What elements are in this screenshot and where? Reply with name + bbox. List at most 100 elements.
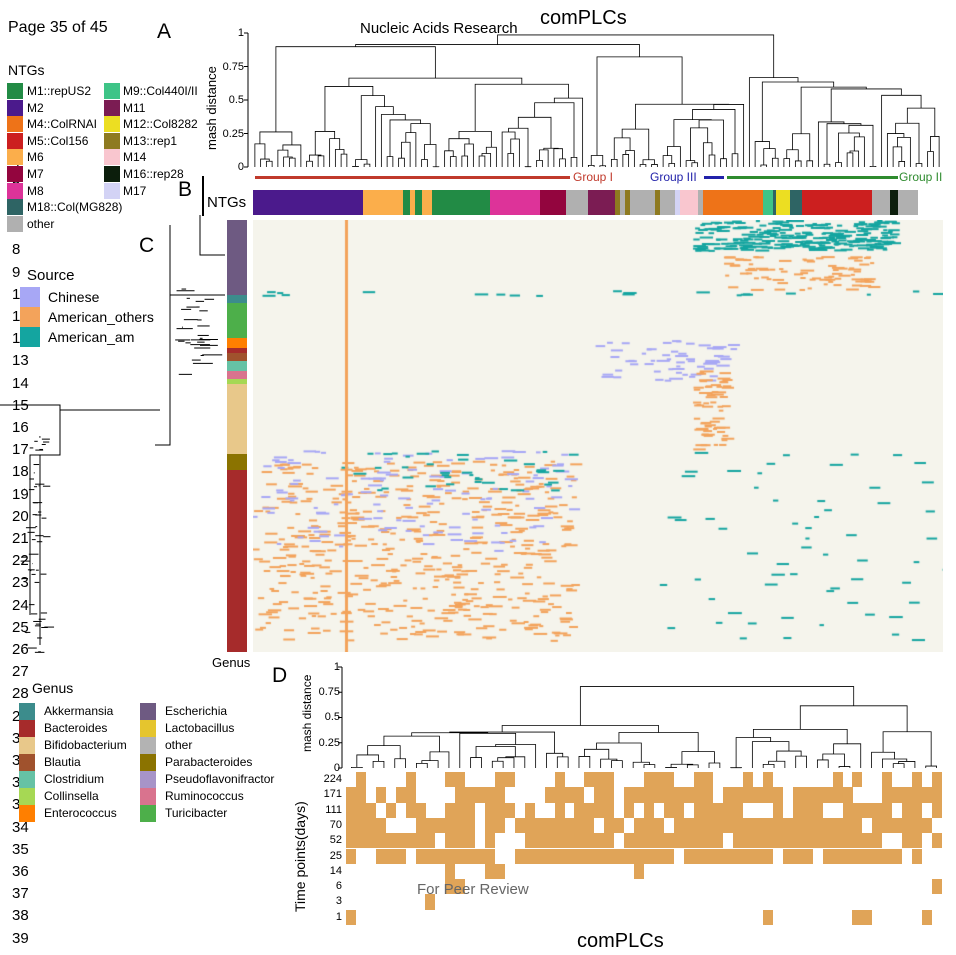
- line-number: 28: [12, 685, 29, 703]
- axis-tick: 0.75: [318, 686, 340, 699]
- timepoint-cell: [792, 787, 803, 803]
- dendrogram-branch: [539, 149, 549, 167]
- timepoint-cell: [494, 863, 505, 880]
- timepoint-cell: [425, 894, 436, 910]
- group-label: Group III: [650, 170, 697, 184]
- timepoint-cell: [633, 833, 644, 849]
- timepoint-cell: [455, 833, 466, 849]
- timepoint-cell: [902, 787, 913, 803]
- timepoint-cell: [633, 787, 644, 803]
- dendrogram-branch: [685, 160, 696, 167]
- line-number: 26: [12, 641, 29, 658]
- dendrogram-branch: [449, 731, 555, 754]
- dendrogram-branch: [474, 83, 569, 132]
- timepoint-cell: [753, 833, 764, 849]
- dendrogram-branch: [826, 123, 862, 165]
- panel-c-label: C: [139, 234, 155, 257]
- legend-label: M6: [27, 150, 44, 165]
- dendrogram-branch: [355, 159, 368, 167]
- timepoint-cell: [802, 787, 813, 803]
- panel-b-label: B: [178, 178, 193, 201]
- ntg-segment: [698, 190, 703, 215]
- dendrogram-branch: [668, 163, 676, 167]
- dendrogram-branch: [768, 760, 786, 768]
- timepoint-cell: [663, 772, 674, 788]
- group-line: [704, 176, 724, 179]
- genus-segment: [227, 384, 247, 454]
- dendrogram-branch: [553, 97, 584, 167]
- timepoint-cell: [514, 817, 525, 834]
- dendrogram-branch: [835, 162, 842, 167]
- dendrogram-branch: [892, 763, 905, 768]
- legend-label: M13::rep1: [123, 133, 178, 148]
- timepoint-cell: [683, 833, 694, 849]
- timepoint-cell: [683, 787, 694, 803]
- timepoint-cell: [574, 802, 585, 818]
- legend-label: Clostridium: [44, 772, 105, 786]
- timepoint-tick: 3: [335, 895, 342, 908]
- timepoint-cell: [882, 772, 893, 788]
- legend-swatch: [20, 327, 40, 347]
- timepoint-cell: [912, 802, 922, 818]
- timepoint-cell: [485, 833, 496, 849]
- timepoint-cell: [584, 833, 595, 849]
- timepoint-cell: [594, 833, 605, 849]
- timepoint-cell: [862, 802, 873, 818]
- legend-label: Bacteroides: [44, 721, 108, 735]
- journal-title: Nucleic Acids Research: [360, 20, 518, 37]
- timepoint-cell: [882, 817, 893, 834]
- dendrogram-branch: [795, 755, 807, 768]
- timepoint-cell: [663, 787, 674, 803]
- axis-tick: 0.5: [324, 711, 340, 724]
- dendrogram-branch: [897, 136, 911, 167]
- timepoint-cell: [375, 787, 386, 803]
- timepoint-cell: [455, 879, 466, 895]
- legend-swatch: [140, 805, 156, 822]
- axis-tick: 1: [333, 661, 340, 673]
- timepoint-cell: [733, 802, 744, 818]
- panel-d-label: D: [272, 664, 288, 687]
- timepoint-cell: [554, 772, 565, 788]
- dendrogram-branch: [833, 743, 862, 768]
- legend-swatch: [140, 720, 156, 737]
- timepoint-cell: [524, 833, 535, 849]
- legend-swatch: [104, 99, 120, 116]
- legend-swatch: [140, 771, 156, 788]
- line-number: 21: [12, 530, 29, 547]
- dendrogram-branch: [410, 123, 431, 145]
- line-number: 38: [12, 907, 29, 925]
- timepoint-cell: [882, 802, 893, 818]
- timepoint-cell: [485, 863, 496, 880]
- timepoint-cell: [912, 817, 922, 834]
- line-number: 8: [12, 241, 21, 259]
- ntg-segment: [660, 190, 675, 215]
- timepoint-cell: [395, 787, 406, 803]
- timepoint-cell: [713, 817, 724, 834]
- timepoint-cell: [445, 879, 456, 895]
- timepoint-cell: [763, 772, 774, 788]
- genus-segment: [227, 338, 247, 348]
- timepoint-cell: [346, 833, 356, 849]
- timepoint-cell: [912, 833, 922, 849]
- dendrogram-branch: [491, 760, 504, 768]
- source-legend-title: Source: [27, 267, 75, 284]
- dendrogram-branch: [383, 735, 440, 752]
- divider: [202, 176, 204, 216]
- timepoint-cell: [544, 787, 555, 803]
- timepoint-cell: [524, 802, 535, 818]
- legend-label: Enterococcus: [44, 806, 117, 820]
- legend-label: M1::repUS2: [27, 84, 92, 98]
- timepoint-cell: [902, 802, 913, 818]
- timepoint-cell: [643, 802, 654, 818]
- genus-segment: [227, 353, 247, 361]
- dendrogram-branch: [667, 146, 681, 167]
- legend-swatch: [19, 754, 35, 771]
- dendrogram-branch: [306, 160, 313, 167]
- legend-swatch: [104, 132, 120, 149]
- dendrogram-branch: [398, 157, 405, 167]
- timepoint-cell: [763, 833, 774, 849]
- timepoint-cell: [733, 787, 744, 803]
- timepoint-cell: [653, 787, 664, 803]
- dendrogram-branch: [898, 161, 906, 167]
- watermark: For Peer Review: [417, 881, 529, 898]
